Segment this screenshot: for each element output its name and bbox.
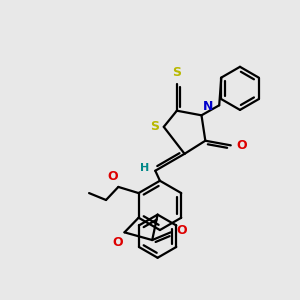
- Text: S: S: [150, 120, 159, 134]
- Text: O: O: [236, 139, 247, 152]
- Text: O: O: [107, 170, 118, 183]
- Text: S: S: [172, 66, 181, 79]
- Text: N: N: [203, 100, 213, 113]
- Text: O: O: [176, 224, 187, 236]
- Text: H: H: [140, 164, 149, 173]
- Text: O: O: [112, 236, 123, 249]
